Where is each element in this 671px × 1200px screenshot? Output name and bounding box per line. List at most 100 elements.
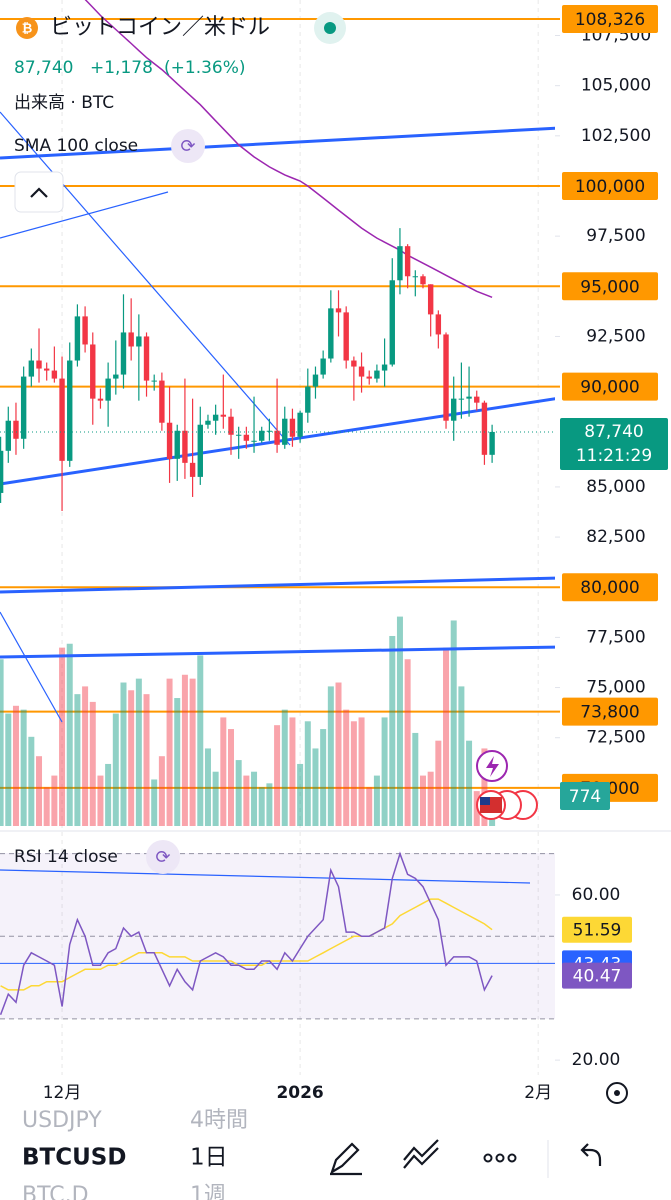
y-tick-label: 105,000 <box>581 76 651 96</box>
volume-bar <box>235 760 242 826</box>
candle-body <box>481 402 488 455</box>
candle-body <box>274 430 280 445</box>
collapse-button[interactable] <box>14 171 64 213</box>
candle-body <box>358 366 365 377</box>
y-tick-label: 82,500 <box>586 527 645 547</box>
candle-body <box>197 424 203 477</box>
volume-bar <box>112 713 119 826</box>
volume-bar <box>12 705 19 826</box>
price-labels: 108,326100,00095,00090,00080,00073,80070… <box>560 4 668 989</box>
candle-body <box>305 386 311 413</box>
watch-symbol[interactable]: USDJPY <box>22 1108 102 1133</box>
volume-bar <box>358 717 365 826</box>
undo-button[interactable] <box>580 1143 602 1166</box>
volume-bar <box>74 694 81 826</box>
volume-bar <box>274 725 281 826</box>
rsi-value-label: 51.59 <box>573 921 622 941</box>
price-level-label: 108,326 <box>575 10 645 30</box>
volume-bar <box>327 686 334 826</box>
candle-body <box>435 314 442 335</box>
candle-body <box>36 360 42 369</box>
volume-bar <box>320 729 327 826</box>
volume-bar <box>366 787 373 826</box>
candle-body <box>374 370 380 379</box>
candle-body <box>266 430 273 432</box>
candle-body <box>351 360 357 367</box>
y-tick-label: 72,500 <box>586 728 645 748</box>
rsi-value-box <box>562 916 632 943</box>
volume-bar <box>120 682 127 826</box>
current-interval[interactable]: 1日 <box>190 1145 228 1171</box>
header-price: 87,740 <box>14 58 73 78</box>
volume-bar <box>335 682 342 826</box>
y-tick-label: 20.00 <box>572 1050 621 1070</box>
indicator-tool[interactable] <box>403 1139 439 1169</box>
volume-bar <box>59 647 66 826</box>
bitcoin-icon-glyph: ₿ <box>22 22 33 37</box>
candle-body <box>466 396 472 399</box>
toolbar <box>0 1108 671 1200</box>
volume-bar <box>251 771 258 826</box>
volume-bar <box>258 787 265 826</box>
candle-body <box>90 344 96 399</box>
y-tick-label: 97,500 <box>586 226 645 246</box>
market-status-dot <box>324 22 336 34</box>
settings-icon[interactable] <box>606 1082 628 1104</box>
y-tick-label: 85,000 <box>586 477 645 497</box>
x-tick-label: 12月 <box>43 1083 82 1103</box>
candle-body <box>381 364 388 371</box>
price-level-label: 80,000 <box>580 578 639 598</box>
y-tick-label: 92,500 <box>586 326 645 346</box>
candle-body <box>159 380 165 423</box>
trend-line <box>0 397 555 486</box>
draw-tool[interactable] <box>330 1142 362 1176</box>
trend-line <box>0 645 555 659</box>
candle-body <box>51 370 58 379</box>
volume-bar <box>281 709 288 826</box>
volume-bar <box>350 721 357 826</box>
candle-body <box>458 398 465 400</box>
volume-bar <box>151 779 158 826</box>
candle-body <box>13 420 19 439</box>
last-price-label: 87,740 <box>584 422 643 442</box>
volume-label-box <box>560 781 610 810</box>
candle-body <box>189 462 196 477</box>
rsi-settings[interactable] <box>146 840 180 874</box>
volume-bar <box>204 748 211 826</box>
volume-bar <box>189 678 196 826</box>
sma-settings[interactable] <box>171 129 205 163</box>
candle-body <box>128 332 134 347</box>
candle-body <box>328 308 334 359</box>
candle-body <box>67 360 73 461</box>
symbol-name[interactable]: ビットコイン／米ドル <box>50 15 270 40</box>
candle-body <box>312 374 319 387</box>
candle-body <box>443 334 449 421</box>
watch-interval[interactable]: 1週 <box>190 1183 226 1200</box>
volume-bar <box>419 775 426 826</box>
current-symbol[interactable]: BTCUSD <box>22 1145 126 1171</box>
volume <box>0 616 496 826</box>
candle-body <box>82 316 88 345</box>
rsi-lines <box>0 851 555 1015</box>
watch-symbol[interactable]: BTC.D <box>22 1183 89 1200</box>
candle-body <box>182 430 188 463</box>
more-button[interactable] <box>483 1153 517 1163</box>
candle-body <box>228 416 234 435</box>
volume-bar <box>28 736 35 826</box>
sma-legend[interactable]: SMA 100 close <box>14 136 138 156</box>
volume-bar <box>243 775 250 826</box>
candle-body <box>5 420 11 451</box>
volume-legend[interactable]: 出来高 · BTC <box>14 93 114 113</box>
candle-body <box>28 360 35 377</box>
rsi-line <box>0 898 493 991</box>
sma-settings-icon: ⟳ <box>180 136 195 157</box>
watch-interval[interactable]: 4時間 <box>190 1108 248 1133</box>
candle-body <box>297 412 303 437</box>
price-level-box <box>562 272 658 301</box>
trend-lines <box>0 111 555 723</box>
candle-body <box>166 422 173 459</box>
volume-bar <box>51 775 58 826</box>
candle-body <box>474 396 480 403</box>
candle-body <box>20 376 27 439</box>
rsi-legend[interactable]: RSI 14 close <box>14 847 118 867</box>
